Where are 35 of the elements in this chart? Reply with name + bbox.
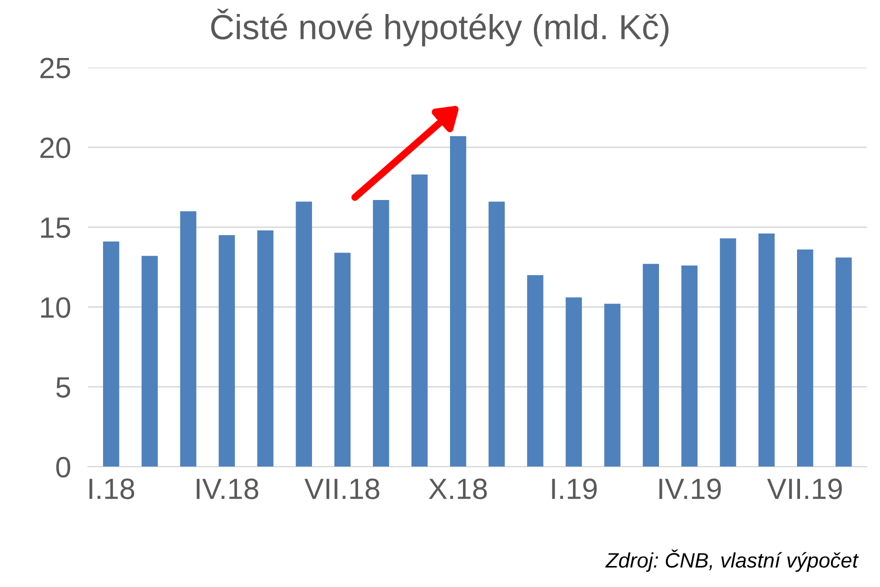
y-tick-label: 15 bbox=[41, 218, 70, 238]
x-tick-label: IV.18 bbox=[196, 478, 258, 500]
bar bbox=[604, 304, 620, 467]
bar bbox=[180, 211, 196, 467]
x-tick-label: I.18 bbox=[90, 478, 134, 500]
bar bbox=[488, 202, 505, 467]
bar bbox=[758, 234, 775, 467]
chart-title: Čisté nové hypotéky (mld. Kč) bbox=[211, 8, 668, 46]
y-tick-label: 5 bbox=[56, 377, 70, 398]
y-tick-label: 20 bbox=[40, 138, 70, 158]
x-tick-label: VII.18 bbox=[304, 478, 380, 500]
bar bbox=[218, 235, 235, 467]
bar bbox=[372, 200, 390, 467]
bar bbox=[103, 242, 120, 467]
y-tick-label: 0 bbox=[56, 456, 70, 478]
bar bbox=[681, 265, 698, 467]
bar bbox=[142, 256, 158, 467]
x-tick-label: IV.19 bbox=[659, 478, 721, 500]
bar bbox=[836, 258, 852, 467]
bar bbox=[642, 264, 659, 467]
bar bbox=[566, 297, 582, 467]
bar bbox=[296, 202, 312, 467]
bar bbox=[411, 174, 428, 467]
text: Zdroj: ČNB, vlastní výpočet bbox=[605, 549, 859, 572]
bar bbox=[257, 230, 274, 467]
x-tick-label: VII.19 bbox=[767, 478, 842, 500]
bar bbox=[450, 136, 466, 467]
y-tick-label: 25 bbox=[40, 58, 70, 78]
x-tick-label: X.18 bbox=[428, 478, 487, 500]
y-tick-label: 10 bbox=[41, 297, 70, 318]
bar bbox=[720, 238, 736, 467]
bar bbox=[527, 275, 544, 467]
bar bbox=[797, 250, 814, 467]
bar bbox=[334, 252, 351, 467]
x-tick-label: I.19 bbox=[552, 478, 597, 500]
